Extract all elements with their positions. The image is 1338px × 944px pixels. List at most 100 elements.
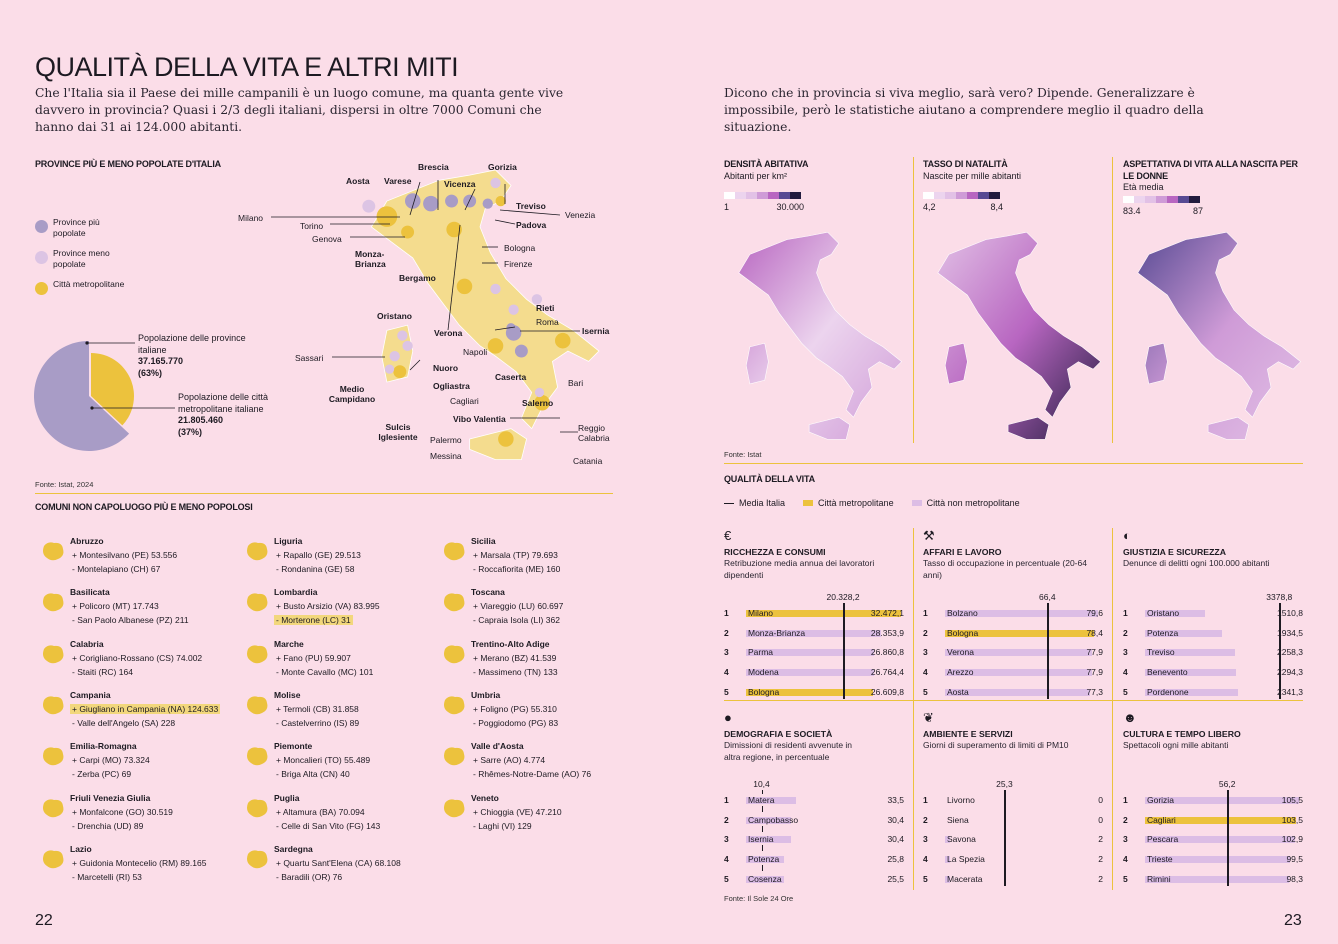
- city-value: 99,5: [1286, 854, 1303, 865]
- city-name: Cagliari: [1147, 814, 1176, 825]
- pie-percent: (63%): [138, 367, 163, 378]
- region-shape-icon: [444, 645, 465, 663]
- least-populous-comune: - Massimeno (TN) 133: [473, 666, 558, 677]
- ranking-row: 3 Savona 2: [923, 834, 1103, 846]
- city-name: Treviso: [1147, 647, 1175, 658]
- scale-max: 30.000: [776, 201, 804, 212]
- least-populous-comune: - Laghi (VI) 129: [473, 820, 532, 831]
- chart-subtitle: Retribuzione media annua dei lavoratori …: [724, 558, 875, 580]
- map-label-medio-campidano: Medio Campidano: [328, 384, 376, 404]
- scale-swatch: [1178, 196, 1189, 203]
- map-label-varese: Varese: [384, 176, 412, 186]
- average-line: [761, 825, 763, 832]
- legend-dot: [35, 220, 48, 233]
- map-subtitle: Abitanti per km²: [724, 170, 788, 181]
- value-bar: [746, 836, 792, 844]
- ranking-row: 2 Monza-Brianza 28.353,9: [724, 628, 904, 640]
- average-line: [761, 865, 763, 872]
- value-bar: [746, 875, 784, 883]
- city-value: 2: [1098, 854, 1103, 865]
- rank: 3: [1123, 647, 1128, 658]
- rank: 4: [1123, 854, 1128, 865]
- region-entry: Veneto + Chioggia (VE) 47.210 - Laghi (V…: [441, 793, 636, 839]
- region-name: Umbria: [471, 689, 501, 700]
- least-populous-comune: - Valle dell'Angelo (SA) 228: [72, 717, 176, 728]
- scale-max: 87: [1192, 206, 1203, 216]
- region-name: Lombardia: [274, 587, 318, 598]
- rank: 2: [923, 814, 928, 825]
- region-shape-icon: [247, 798, 268, 817]
- least-populous-comune: - Drenchia (UD) 89: [72, 820, 144, 831]
- ranking-row: 4 Arezzo 77,9: [923, 667, 1103, 679]
- ranking-row: 5 Cosenza 25,5: [724, 874, 904, 886]
- region-entry: Campania + Giugliano in Campania (NA) 12…: [40, 690, 235, 736]
- value-bar: [945, 649, 1092, 657]
- choropleth-map-panel: DENSITÀ ABITATIVA Abitanti per km² 1 30.0…: [724, 159, 909, 212]
- maps-source: Fonte: Istat: [724, 450, 762, 459]
- city-value: 32.472,1: [870, 608, 904, 618]
- average-line: [761, 845, 763, 852]
- region-shape-icon: [247, 542, 268, 561]
- least-populous-comune: - Poggiodomo (PG) 83: [473, 717, 559, 728]
- person-icon: ●: [724, 710, 732, 725]
- legend-item-more-populated: Province più popolate: [35, 217, 125, 239]
- scale-swatch: [956, 191, 967, 199]
- city-value: 2: [1098, 873, 1103, 884]
- region-shape-icon: [444, 696, 465, 715]
- scale-swatch: [735, 191, 746, 199]
- legend-label: Città non metropolitane: [926, 498, 1020, 508]
- least-populous-comune: - San Paolo Albanese (PZ) 211: [72, 615, 189, 626]
- most-populous-comune: + Chioggia (VE) 47.210: [473, 806, 562, 817]
- city-name: Bolzano: [947, 608, 978, 618]
- scale-swatch: [746, 191, 757, 199]
- region-name: Veneto: [471, 792, 499, 803]
- page-title: QUALITÀ DELLA VITA E ALTRI MITI: [35, 52, 459, 82]
- least-populous-comune: - Celle di San Vito (FG) 143: [276, 820, 381, 831]
- average-label: 10,4: [753, 779, 770, 789]
- city-name: Siena: [947, 814, 969, 825]
- region-entry: Valle d'Aosta + Sarre (AO) 4.774 - Rhême…: [441, 741, 636, 787]
- region-shape-icon: [444, 542, 465, 561]
- average-label: 25,3: [996, 779, 1013, 789]
- rank: 2: [724, 627, 729, 638]
- map-label-bologna: Bologna: [504, 243, 536, 253]
- least-populous-comune: - Rhêmes-Notre-Dame (AO) 76: [473, 769, 592, 780]
- most-populous-comune: + Altamura (BA) 70.094: [276, 806, 365, 817]
- city-name: Rimini: [1147, 873, 1171, 884]
- most-populous-comune: + Fano (PU) 59.907: [276, 652, 351, 663]
- city-name: Arezzo: [947, 667, 974, 678]
- city-value: 30,4: [887, 814, 904, 825]
- most-populous-comune: + Giugliano in Campania (NA) 124.633: [70, 703, 221, 714]
- value-bar: [746, 610, 901, 617]
- divider-vertical: [913, 528, 914, 890]
- rank: 2: [724, 814, 729, 825]
- map-label-genova: Genova: [312, 234, 342, 244]
- value-bar: [945, 610, 1099, 617]
- rank: 3: [724, 647, 729, 658]
- pie-percent: (37%): [178, 426, 203, 437]
- chart-subtitle: Denunce di delitti ogni 100.000 abitanti: [1123, 558, 1270, 568]
- ranking-row: 5 Macerata 2: [923, 874, 1103, 886]
- most-populous-comune: + Rapallo (GE) 29.513: [276, 550, 361, 560]
- city-name: Macerata: [947, 873, 983, 884]
- city-name: Livorno: [947, 795, 975, 805]
- city-value: 77,3: [1086, 686, 1103, 697]
- rank: 2: [923, 627, 928, 638]
- legend-label: Città metropolitane: [53, 279, 125, 289]
- ranking-row: 5 Pordenone 2341,3: [1123, 687, 1303, 699]
- average-label: 20.328,2: [826, 592, 860, 602]
- map-label-venezia: Venezia: [565, 210, 596, 220]
- scale-swatch: [1167, 196, 1178, 203]
- euro-icon: €: [724, 528, 732, 543]
- most-populous-comune: + Busto Arsizio (VA) 83.995: [276, 601, 380, 612]
- city-value: 0: [1098, 814, 1103, 825]
- region-entry: Molise + Termoli (CB) 31.858 - Castelver…: [244, 690, 439, 736]
- region-shape-icon: [43, 850, 64, 869]
- divider-vertical: [913, 157, 914, 443]
- scale-swatch: [790, 191, 801, 199]
- region-entry: Toscana + Viareggio (LU) 60.697 - Caprai…: [441, 587, 636, 633]
- scale-swatch: [923, 191, 934, 199]
- city-name: Parma: [748, 647, 774, 658]
- shield-icon: ◐: [1123, 528, 1131, 543]
- map-label-messina: Messina: [430, 451, 462, 461]
